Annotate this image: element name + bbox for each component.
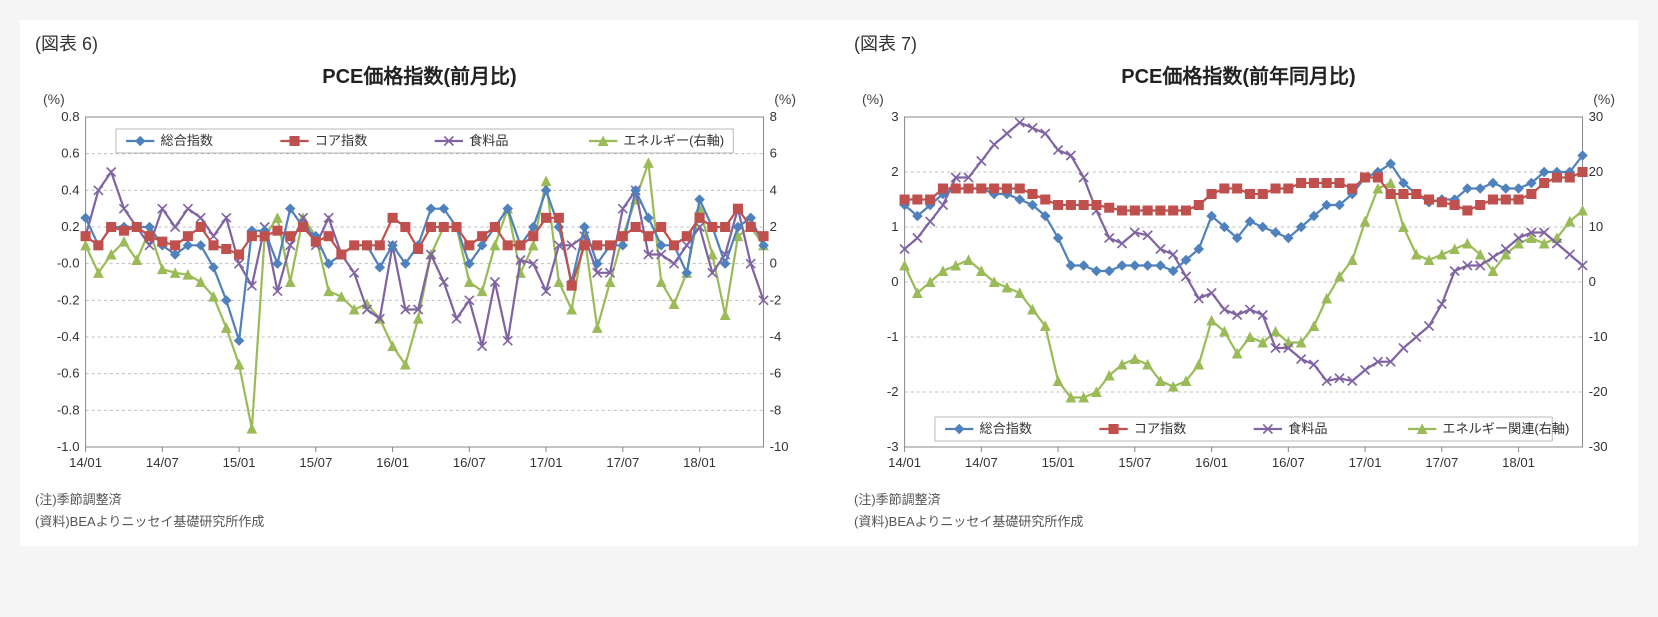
svg-text:16/07: 16/07 <box>1272 455 1305 470</box>
svg-text:16/07: 16/07 <box>453 455 486 470</box>
svg-text:16/01: 16/01 <box>1195 455 1228 470</box>
svg-text:2: 2 <box>891 164 898 179</box>
svg-text:17/01: 17/01 <box>1349 455 1382 470</box>
svg-text:エネルギー関連(右軸): エネルギー関連(右軸) <box>1442 421 1569 436</box>
svg-text:17/01: 17/01 <box>530 455 563 470</box>
chart-6-unit-row: (%) (%) <box>35 91 804 107</box>
svg-text:15/01: 15/01 <box>1042 455 1075 470</box>
chart-6-note-2: (資料)BEAよりニッセイ基礎研究所作成 <box>35 513 804 531</box>
svg-text:コア指数: コア指数 <box>1134 421 1187 436</box>
svg-text:-6: -6 <box>770 366 782 381</box>
svg-text:食料品: 食料品 <box>1288 421 1327 436</box>
svg-text:16/01: 16/01 <box>376 455 409 470</box>
chart-6-note-1: (注)季節調整済 <box>35 491 804 509</box>
svg-text:-1: -1 <box>887 329 899 344</box>
svg-text:-30: -30 <box>1589 439 1608 454</box>
svg-text:17/07: 17/07 <box>606 455 639 470</box>
svg-text:-8: -8 <box>770 402 782 417</box>
svg-text:総合指数: 総合指数 <box>979 421 1032 436</box>
svg-text:-10: -10 <box>1589 329 1608 344</box>
svg-text:15/01: 15/01 <box>223 455 256 470</box>
svg-text:0.4: 0.4 <box>61 182 79 197</box>
svg-text:0.8: 0.8 <box>61 109 79 124</box>
svg-text:1: 1 <box>891 219 898 234</box>
svg-text:6: 6 <box>770 146 777 161</box>
chart-7-plot: -3-2-10123-30-20-10010203014/0114/0715/0… <box>854 107 1623 487</box>
chart-7-title: PCE価格指数(前年同月比) <box>854 60 1623 89</box>
chart-7-note-1: (注)季節調整済 <box>854 491 1623 509</box>
svg-text:-0.6: -0.6 <box>57 366 80 381</box>
svg-text:-10: -10 <box>770 439 789 454</box>
svg-text:-4: -4 <box>770 329 782 344</box>
svg-text:-0.0: -0.0 <box>57 256 80 271</box>
svg-text:-0.8: -0.8 <box>57 402 80 417</box>
svg-text:17/07: 17/07 <box>1425 455 1458 470</box>
svg-text:-0.4: -0.4 <box>57 329 80 344</box>
svg-text:-2: -2 <box>887 384 899 399</box>
svg-text:-2: -2 <box>770 292 782 307</box>
svg-text:-3: -3 <box>887 439 899 454</box>
chart-7-panel: (図表 7) PCE価格指数(前年同月比) (%) (%) -3-2-10123… <box>839 20 1638 546</box>
chart-7-unit-left: (%) <box>862 91 884 107</box>
svg-text:3: 3 <box>891 109 898 124</box>
svg-text:0.2: 0.2 <box>61 219 79 234</box>
svg-text:-20: -20 <box>1589 384 1608 399</box>
svg-text:0: 0 <box>770 256 777 271</box>
svg-text:食料品: 食料品 <box>469 133 508 148</box>
svg-text:0.6: 0.6 <box>61 146 79 161</box>
svg-text:-0.2: -0.2 <box>57 292 80 307</box>
chart-6-plot: -1.0 -0.8 -0.6 -0.4 -0.2 -0.0 0.2 0.4 0.6 0.8 -10 -… <box>35 107 804 487</box>
svg-text:18/01: 18/01 <box>683 455 716 470</box>
svg-text:14/01: 14/01 <box>69 455 102 470</box>
figure-label-6: (図表 6) <box>35 30 804 56</box>
svg-text:14/07: 14/07 <box>965 455 998 470</box>
svg-text:2: 2 <box>770 219 777 234</box>
svg-text:18/01: 18/01 <box>1502 455 1535 470</box>
svg-text:14/07: 14/07 <box>146 455 179 470</box>
chart-6-unit-left: (%) <box>43 91 65 107</box>
svg-text:総合指数: 総合指数 <box>160 133 213 148</box>
svg-text:0: 0 <box>891 274 898 289</box>
chart-6-panel: (図表 6) PCE価格指数(前月比) (%) (%) -1.0 -0.8 -0.6… <box>20 20 819 546</box>
chart-6-unit-right: (%) <box>774 91 796 107</box>
svg-text:15/07: 15/07 <box>299 455 332 470</box>
svg-text:30: 30 <box>1589 109 1604 124</box>
svg-text:20: 20 <box>1589 164 1604 179</box>
figure-label-7: (図表 7) <box>854 30 1623 56</box>
chart-6-title: PCE価格指数(前月比) <box>35 60 804 89</box>
svg-text:コア指数: コア指数 <box>315 133 368 148</box>
svg-text:-1.0: -1.0 <box>57 439 80 454</box>
svg-text:10: 10 <box>1589 219 1604 234</box>
chart-7-unit-right: (%) <box>1593 91 1615 107</box>
svg-text:15/07: 15/07 <box>1118 455 1151 470</box>
svg-text:エネルギー(右軸): エネルギー(右軸) <box>623 133 724 148</box>
svg-text:0: 0 <box>1589 274 1596 289</box>
chart-7-unit-row: (%) (%) <box>854 91 1623 107</box>
chart-7-note-2: (資料)BEAよりニッセイ基礎研究所作成 <box>854 513 1623 531</box>
svg-text:14/01: 14/01 <box>888 455 921 470</box>
svg-text:4: 4 <box>770 182 777 197</box>
svg-text:8: 8 <box>770 109 777 124</box>
chart-pair-container: (図表 6) PCE価格指数(前月比) (%) (%) -1.0 -0.8 -0.6… <box>20 20 1638 546</box>
